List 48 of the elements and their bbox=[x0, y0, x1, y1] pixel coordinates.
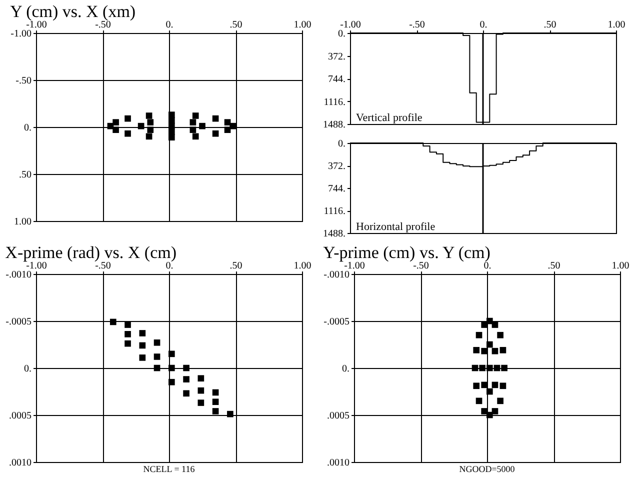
text: NGOOD=5000 bbox=[459, 464, 516, 474]
y-tick-label: 1.00 bbox=[14, 216, 32, 228]
y-tick-label: 744. bbox=[328, 74, 346, 85]
y-tick-label: -.50 bbox=[16, 76, 32, 86]
x-tick-label: 0. bbox=[480, 20, 488, 30]
y-tick-label: .0005 bbox=[9, 410, 32, 422]
y-tick-label: 1116. bbox=[324, 96, 346, 108]
y-tick-label: .50 bbox=[19, 170, 32, 180]
x-tick-label: -.50 bbox=[95, 260, 111, 272]
y-tick-label: 1116. bbox=[324, 206, 346, 217]
x-tick-label: 1.00 bbox=[294, 20, 312, 30]
y-tick-label: .0010 bbox=[327, 458, 350, 468]
x-tick-label: 1.00 bbox=[612, 260, 630, 272]
x-tick-label: .50 bbox=[230, 260, 242, 272]
y-tick-label: 372. bbox=[328, 161, 346, 172]
y-tick-label: 0. bbox=[24, 122, 32, 134]
y-tick-label: 0. bbox=[338, 28, 346, 40]
x-tick-label: 0. bbox=[166, 260, 174, 272]
y-tick-label: 0. bbox=[24, 364, 32, 374]
y-tick-label: .0005 bbox=[327, 410, 350, 422]
y-tick-label: .0010 bbox=[9, 458, 32, 468]
y-tick-label: 0. bbox=[338, 138, 346, 150]
chart-title: Y-prime (cm) vs. Y (cm) bbox=[323, 243, 490, 262]
y-tick-label: 1488. bbox=[323, 120, 346, 130]
y-tick-label: 744. bbox=[328, 184, 346, 194]
x-tick-label: 1.00 bbox=[294, 260, 312, 272]
y-tick-label: -.0010 bbox=[324, 270, 350, 280]
x-tick-label: 1.00 bbox=[608, 20, 626, 30]
x-tick-label: -.50 bbox=[95, 20, 111, 30]
x-tick-label: -.50 bbox=[413, 260, 429, 272]
text: NCELL = 116 bbox=[143, 464, 196, 474]
y-tick-label: 0. bbox=[342, 364, 350, 374]
chart-title: X-prime (rad) vs. X (cm) bbox=[5, 243, 177, 262]
chart-title: Y (cm) vs. X (xm) bbox=[10, 2, 136, 21]
x-tick-label: .50 bbox=[230, 20, 242, 30]
y-tick-label: 372. bbox=[328, 51, 346, 62]
y-tick-label: -1.00 bbox=[10, 28, 32, 40]
y-tick-label: -.0005 bbox=[324, 316, 350, 328]
text: Vertical profile bbox=[356, 112, 422, 124]
y-tick-label: -.0005 bbox=[6, 316, 32, 328]
x-tick-label: .50 bbox=[544, 20, 556, 30]
y-tick-label: 1488. bbox=[323, 228, 346, 240]
x-tick-label: .50 bbox=[548, 260, 560, 272]
x-tick-label: 0. bbox=[484, 260, 492, 272]
text: Horizontal profile bbox=[356, 221, 436, 233]
x-tick-label: -.50 bbox=[409, 20, 425, 30]
y-tick-label: -.0010 bbox=[6, 270, 32, 280]
x-tick-label: 0. bbox=[166, 20, 174, 30]
